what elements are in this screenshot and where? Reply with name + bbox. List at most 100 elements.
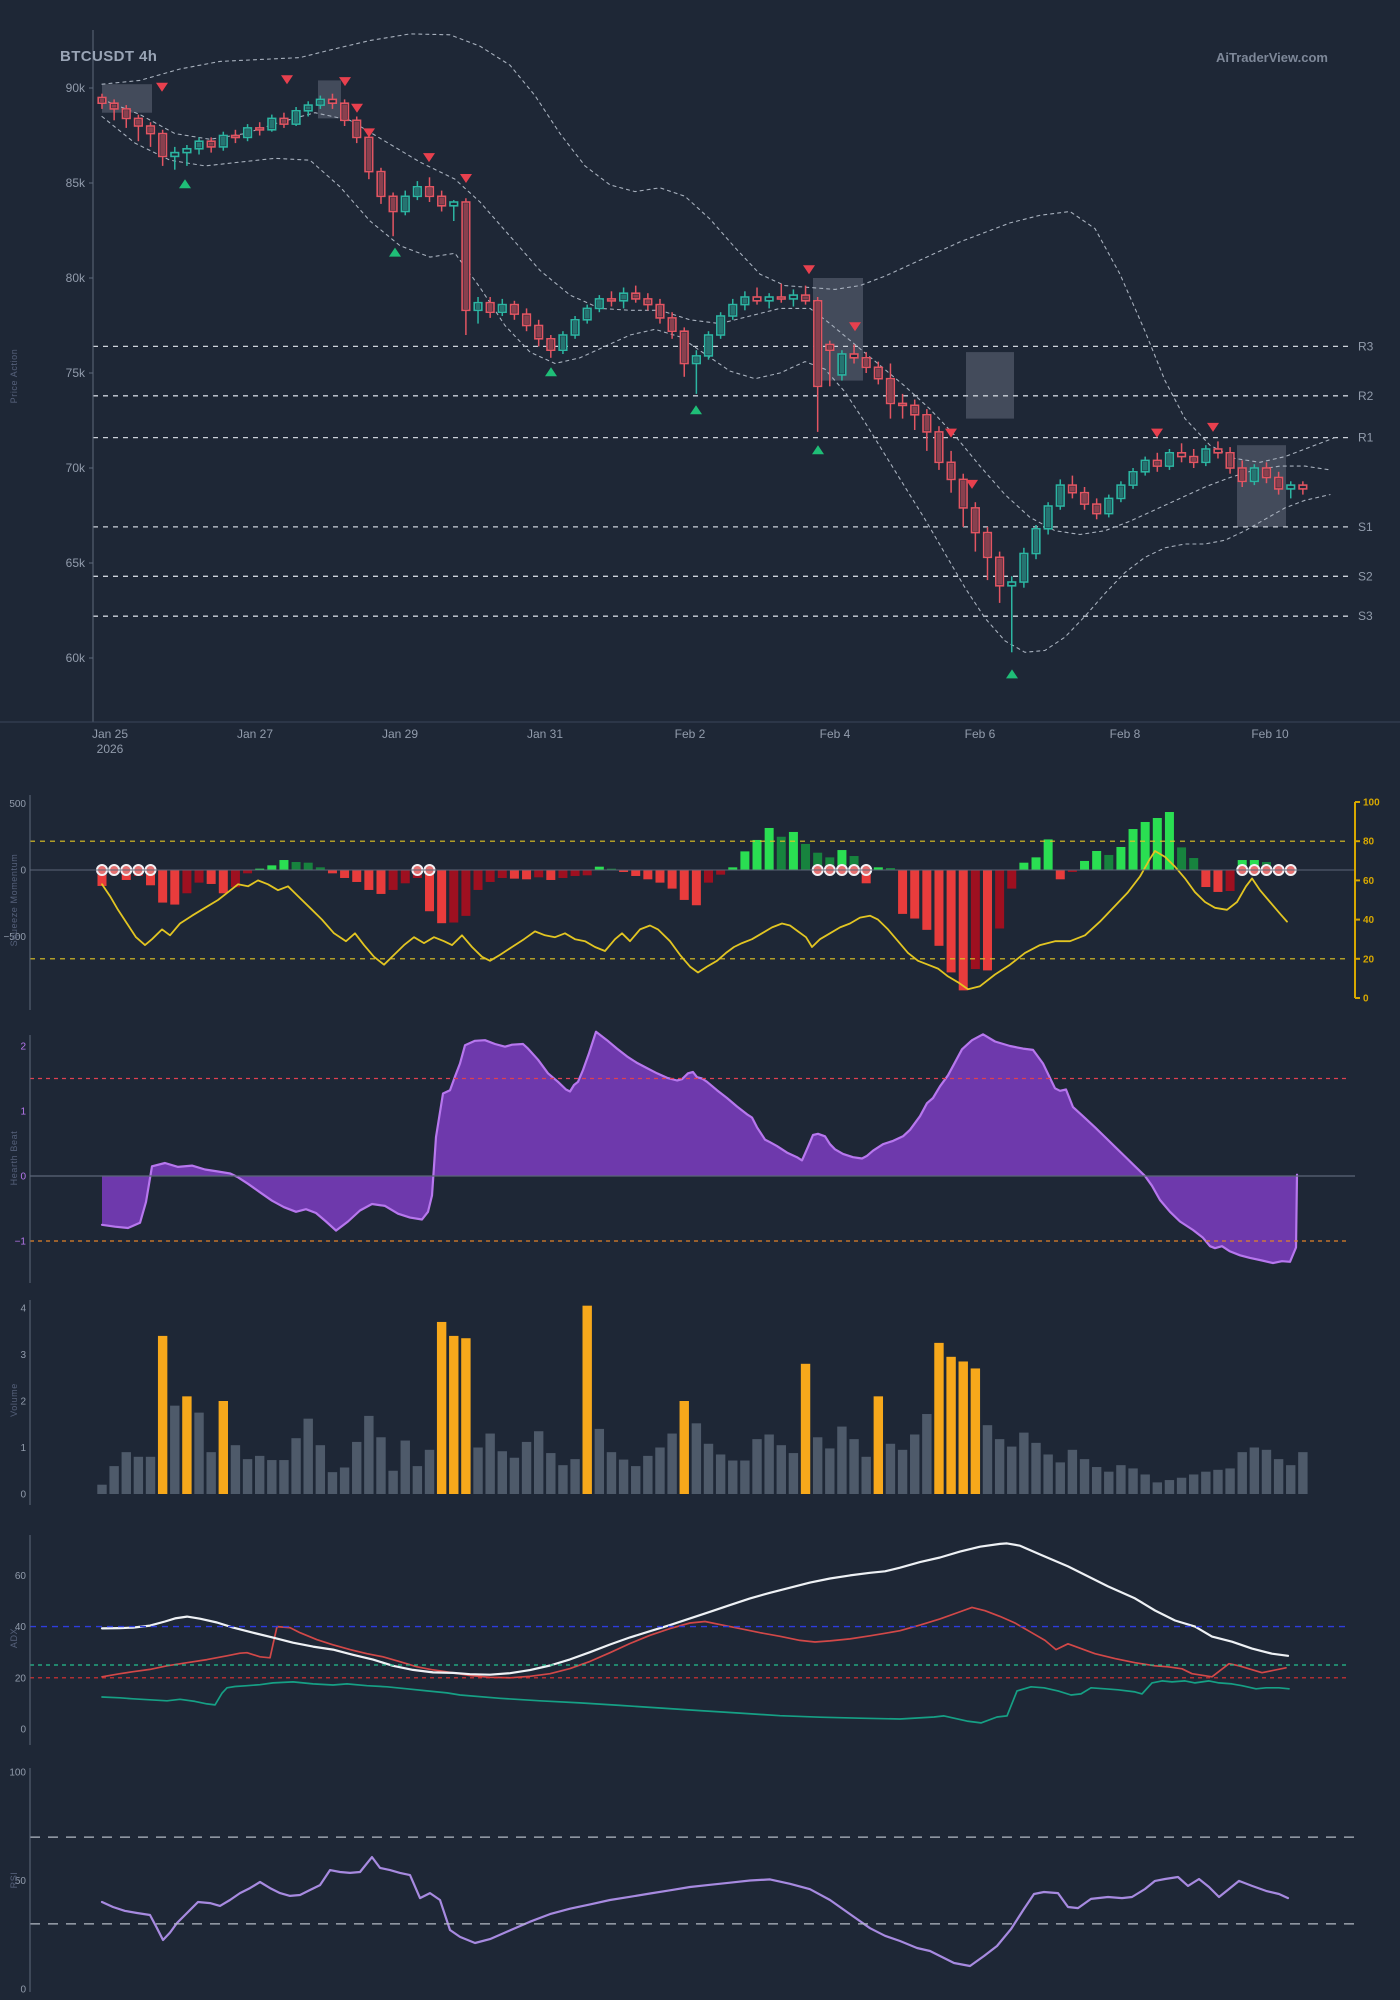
momentum-bar [218, 870, 228, 894]
candle-fill [657, 305, 663, 317]
volume-bar [533, 1431, 544, 1494]
candle [825, 340, 835, 387]
rsi-panel-label: RSI [9, 1871, 19, 1889]
momentum-bar [400, 870, 410, 884]
volume-bar [643, 1455, 653, 1494]
volume-bar [558, 1465, 568, 1494]
candle [291, 107, 301, 126]
candle [861, 352, 871, 373]
candle-fill [99, 98, 105, 102]
momentum-bar [1140, 821, 1150, 870]
candle-fill [439, 197, 445, 205]
momentum-bar [970, 870, 980, 970]
candle [995, 551, 1005, 603]
candle [1152, 452, 1162, 472]
candle [1007, 576, 1017, 653]
tick-label: 0 [1363, 994, 1369, 1005]
candle [1031, 525, 1041, 560]
momentum-bar [1031, 857, 1041, 870]
sr-label: R3 [1358, 339, 1374, 353]
momentum-bar [873, 867, 883, 870]
candle [242, 124, 253, 142]
momentum-bar [267, 865, 277, 870]
volume-bar [1055, 1462, 1065, 1494]
tick-label: −500 [3, 932, 26, 943]
volume-bar [194, 1412, 204, 1494]
momentum-bar [449, 870, 459, 923]
tick-label: 50 [15, 1876, 27, 1887]
candle-fill [985, 533, 990, 557]
volume-bar [230, 1445, 241, 1494]
momentum-bar [461, 870, 471, 916]
candle [837, 350, 847, 381]
momentum-bar [728, 867, 738, 870]
candle-fill [548, 340, 554, 349]
candle [376, 167, 386, 204]
candle-fill [342, 104, 347, 120]
signal-markers [156, 75, 1219, 679]
volume-bar [618, 1459, 629, 1494]
rsi-axis: 100 50 0 [9, 1768, 1355, 1996]
candle-fill [123, 110, 129, 118]
candle-body [255, 127, 265, 131]
momentum-bar [898, 870, 908, 914]
candle [1128, 468, 1138, 489]
volume-bar [1176, 1477, 1187, 1494]
momentum-bar [1177, 847, 1187, 870]
momentum-bar [995, 870, 1005, 929]
candle [109, 99, 119, 121]
volume-bar [861, 1456, 871, 1494]
candle-fill [596, 300, 602, 308]
momentum-bar [376, 870, 386, 894]
candle [1225, 447, 1235, 474]
momentum-bar [194, 870, 204, 883]
momentum-bar [509, 870, 519, 879]
volume-bar [1225, 1468, 1235, 1494]
momentum-bar [1225, 870, 1235, 892]
momentum-bar [364, 870, 374, 890]
volume-bar [509, 1457, 520, 1494]
volume-bar [885, 1443, 896, 1494]
volume-bar [910, 1434, 920, 1494]
date-label: Feb 2 [675, 727, 706, 741]
candle [388, 192, 398, 237]
series-line [101, 33, 1336, 463]
momentum-bar [97, 870, 107, 886]
candle-fill [281, 119, 287, 123]
candle-fill [693, 357, 699, 363]
candle-body [606, 298, 617, 302]
volume-bar-highlight [934, 1342, 944, 1494]
candle-body [1176, 451, 1187, 458]
momentum-bar [740, 851, 750, 870]
volume-bar [1237, 1452, 1247, 1494]
watermark: AiTraderView.com [1216, 50, 1328, 65]
volume-bar [606, 1452, 617, 1494]
candle-fill [1106, 499, 1112, 513]
candle [594, 295, 604, 313]
momentum-bar [934, 870, 944, 946]
candle [1237, 460, 1247, 487]
candle-fill [487, 303, 493, 311]
candle-fill [390, 197, 396, 211]
candle-body [1007, 581, 1017, 587]
volume-bar [1116, 1465, 1126, 1494]
volume-bar [594, 1428, 605, 1494]
volume-bar [170, 1405, 180, 1494]
momentum-bar [655, 870, 665, 883]
momentum-bar [473, 870, 483, 890]
volume-bar [352, 1441, 362, 1494]
tick-label: 85k [66, 176, 86, 190]
candle-fill [1070, 486, 1075, 492]
candle-fill [1167, 454, 1172, 465]
sell-signal-icon [351, 103, 363, 113]
volume-bar-highlight [958, 1361, 968, 1494]
volume-bars [97, 1305, 1308, 1494]
candle-fill [948, 463, 954, 479]
candle-fill [1130, 473, 1136, 484]
candle [1286, 481, 1296, 499]
candle [1092, 498, 1102, 520]
candle [546, 335, 556, 358]
candle [885, 363, 896, 419]
candle [643, 293, 653, 311]
